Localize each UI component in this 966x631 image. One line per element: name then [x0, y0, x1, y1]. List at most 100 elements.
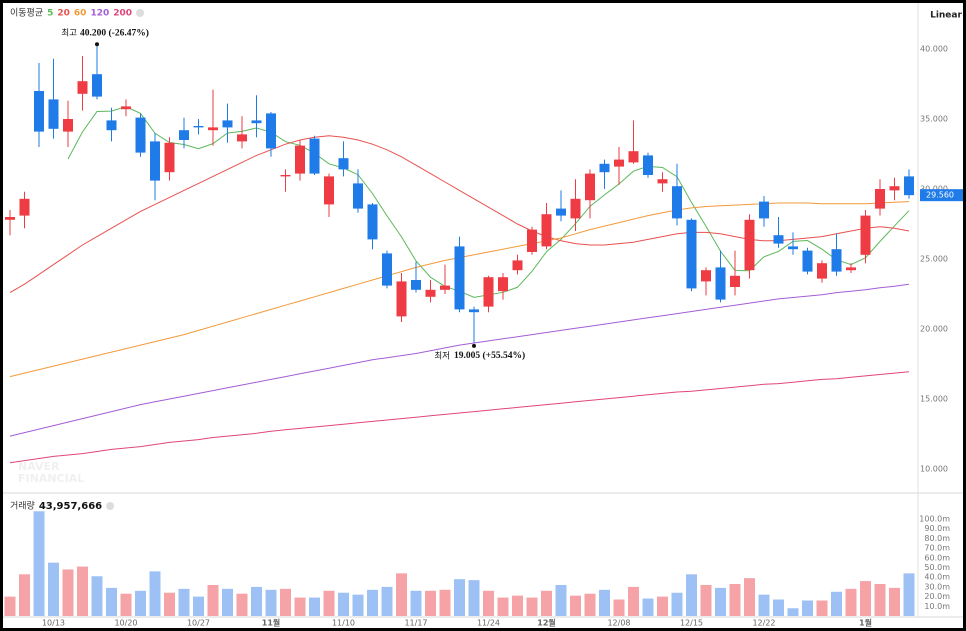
volume-bar: [831, 591, 842, 616]
volume-bar: [686, 574, 697, 616]
volume-bar: [642, 598, 654, 616]
high-annotation-label: 최고: [61, 28, 77, 39]
candle-body: [556, 208, 566, 216]
legend-close[interactable]: [136, 9, 145, 17]
x-tick-label: 11/17: [404, 619, 427, 628]
legend-entry[interactable]: 5: [47, 9, 53, 19]
legend-entry[interactable]: 120: [90, 9, 109, 19]
candle-body: [164, 142, 175, 173]
volume-bar: [19, 574, 30, 616]
x-tick-label: 11/10: [332, 619, 355, 628]
candle-body: [150, 141, 160, 181]
y-tick-label: 15.000: [920, 394, 948, 403]
low-annotation-label: 최저: [434, 350, 450, 361]
volume-bar: [193, 596, 204, 616]
volume-bar: [541, 590, 552, 616]
x-tick-label: 10/13: [42, 619, 65, 628]
watermark: NAVER: [18, 460, 60, 473]
candle-body: [237, 134, 247, 142]
candle-body: [759, 201, 769, 219]
legend-entry[interactable]: 20: [57, 9, 70, 19]
volume-bar: [280, 588, 291, 616]
x-tick-label: 12/08: [607, 619, 630, 628]
volume-bar: [309, 597, 320, 616]
volume-bar: [700, 584, 712, 616]
volume-bar: [439, 589, 451, 616]
volume-bar: [468, 580, 480, 616]
candle-body: [643, 155, 653, 176]
candle-body: [440, 285, 450, 290]
low-annotation: 19.005 (+55.54%): [454, 350, 525, 361]
volume-bar: [178, 588, 190, 616]
x-tick-label: 1월: [859, 618, 872, 628]
candle-body: [396, 281, 407, 317]
volume-bar: [860, 581, 871, 616]
x-tick-label: 12월: [537, 618, 556, 628]
candle-body: [657, 179, 668, 184]
volume-title: 거래량: [10, 500, 35, 512]
candle-body: [353, 183, 363, 209]
candle-body: [454, 246, 465, 310]
y-tick-label: 10.000: [920, 464, 948, 473]
moving-average-line: [9, 371, 910, 464]
candle-body: [773, 235, 784, 244]
volume-bar: [352, 594, 364, 616]
y-tick-label: 60.0m: [924, 553, 950, 562]
candle-body: [788, 246, 798, 250]
candle-body: [744, 219, 755, 271]
candle-body: [77, 81, 88, 94]
volume-bar: [62, 569, 74, 616]
volume-bar: [48, 562, 59, 616]
volume-bar: [236, 593, 248, 616]
candle-body: [222, 120, 233, 128]
x-tick-label: 12/15: [680, 619, 703, 628]
y-tick-label: 30.0m: [924, 582, 950, 591]
candle-body: [672, 186, 682, 219]
candle-body: [599, 163, 610, 173]
candle-body: [92, 74, 102, 97]
volume-bar: [628, 586, 639, 616]
candle-body: [686, 219, 697, 289]
candle-body: [179, 130, 189, 141]
last-price-label: 29.560: [926, 191, 954, 200]
candle-body: [280, 175, 291, 177]
y-tick-label: 100.0m: [919, 515, 950, 524]
candle-body: [469, 309, 479, 313]
y-tick-label: 80.0m: [924, 534, 950, 543]
legend-entry[interactable]: 200: [113, 9, 132, 19]
volume-bar: [4, 596, 16, 616]
volume-bar: [323, 590, 335, 616]
volume-bar: [106, 587, 117, 616]
y-tick-label: 90.0m: [924, 524, 950, 533]
volume-bar: [773, 599, 784, 616]
volume-bar: [816, 600, 828, 616]
candle-body: [208, 127, 218, 131]
candle-body: [34, 91, 44, 132]
volume-bar: [251, 586, 262, 616]
volume-bar: [758, 594, 770, 616]
candle-body: [628, 151, 639, 163]
volume-bar: [570, 595, 581, 616]
volume-bar: [874, 583, 886, 616]
x-tick-label: 10/20: [114, 619, 137, 628]
candle-body: [715, 267, 726, 300]
volume-bar: [715, 587, 726, 616]
candle-body: [614, 159, 624, 167]
volume-bar: [454, 579, 465, 616]
volume-close[interactable]: [106, 502, 115, 510]
candle-body: [483, 277, 494, 307]
last-price-tag: [920, 189, 963, 202]
volume-bar: [657, 596, 668, 616]
volume-bar: [381, 586, 393, 616]
moving-average-line: [9, 135, 910, 294]
volume-bar: [91, 576, 103, 616]
candle-body: [193, 126, 204, 128]
volume-bar: [787, 608, 799, 616]
y-tick-label: 25.000: [920, 254, 948, 263]
legend-entry[interactable]: 60: [74, 9, 87, 19]
y-tick-label: 20.000: [920, 324, 948, 333]
scale-mode[interactable]: Linear: [930, 11, 962, 21]
candle-body: [295, 145, 305, 174]
candle-body: [251, 120, 262, 124]
